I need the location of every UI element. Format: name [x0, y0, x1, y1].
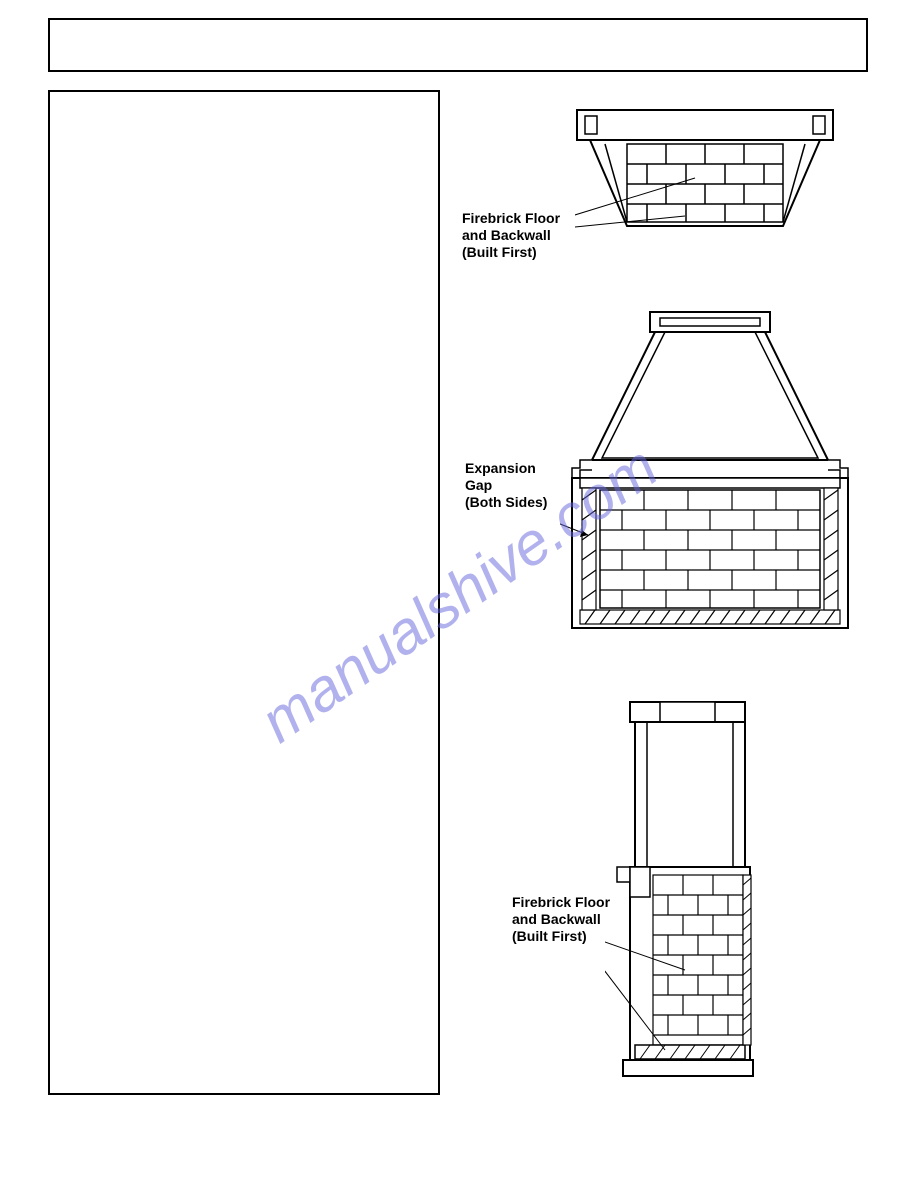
diagram-side-view	[605, 700, 770, 1080]
diagram-top-view	[575, 108, 835, 238]
label-fig1: Firebrick Floor and Backwall (Built Firs…	[462, 210, 560, 260]
diagram-front-view	[560, 310, 860, 640]
left-column-box	[48, 90, 440, 1095]
label-fig1-line1: Firebrick Floor	[462, 210, 560, 227]
label-fig3-line3: (Built First)	[512, 928, 610, 945]
label-fig1-line3: (Built First)	[462, 244, 560, 261]
label-fig2-line2: Gap	[465, 477, 547, 494]
label-fig3-line1: Firebrick Floor	[512, 894, 610, 911]
label-fig2: Expansion Gap (Both Sides)	[465, 460, 547, 510]
label-fig2-line3: (Both Sides)	[465, 494, 547, 511]
label-fig3-line2: and Backwall	[512, 911, 610, 928]
label-fig3: Firebrick Floor and Backwall (Built Firs…	[512, 894, 610, 944]
label-fig1-line2: and Backwall	[462, 227, 560, 244]
label-fig2-line1: Expansion	[465, 460, 547, 477]
header-box	[48, 18, 868, 72]
